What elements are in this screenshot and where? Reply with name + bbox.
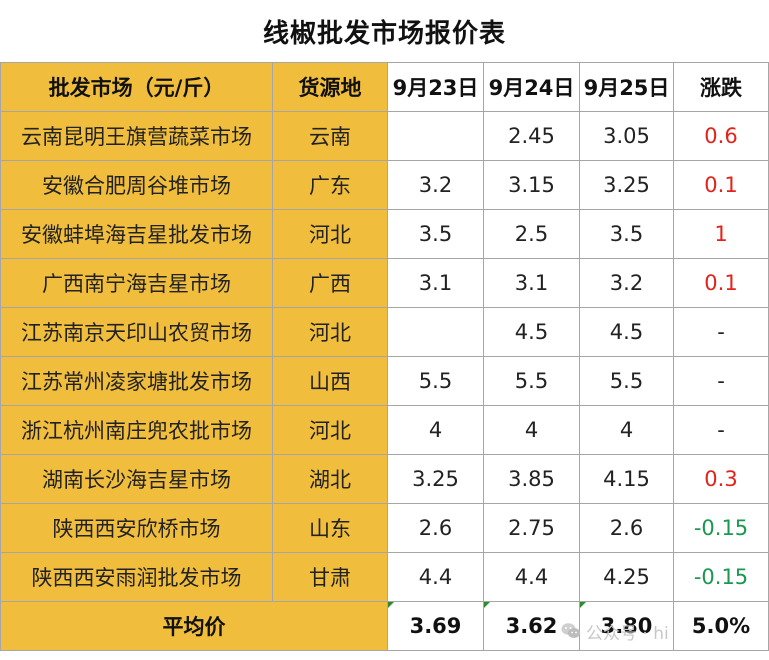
market-name-cell: 云南昆明王旗营蔬菜市场	[0, 111, 273, 161]
origin-cell: 广东	[272, 160, 388, 210]
price-sep25-cell: 3.25	[579, 160, 674, 210]
price-sep24-cell: 2.45	[483, 111, 580, 161]
header-row: 批发市场（元/斤） 货源地 9月23日 9月24日 9月25日 涨跌	[0, 62, 769, 112]
table-row: 浙江杭州南庄兜农批市场 河北 4 4 4-	[0, 405, 769, 455]
change-cell: 0.3	[673, 454, 769, 504]
change-cell: -	[673, 405, 769, 455]
table-row: 湖南长沙海吉星市场 湖北 3.25 3.85 4.15 0.3	[0, 454, 769, 504]
average-sep25: 3.80	[579, 601, 674, 651]
price-sep25-cell: 4	[579, 405, 674, 455]
col-header-sep25: 9月25日	[579, 62, 674, 112]
origin-cell: 山西	[272, 356, 388, 406]
price-sep23-cell: 5.5	[387, 356, 484, 406]
market-name-cell: 江苏常州凌家塘批发市场	[0, 356, 273, 406]
market-name-cell: 江苏南京天印山农贸市场	[0, 307, 273, 357]
table-row: 安徽蚌埠海吉星批发市场 河北 3.5 2.5 3.5 1	[0, 209, 769, 259]
price-sep23-cell: 4.4	[387, 552, 484, 602]
price-sep25-cell: 4.25	[579, 552, 674, 602]
price-table: 批发市场（元/斤） 货源地 9月23日 9月24日 9月25日 涨跌 云南昆明王…	[0, 62, 769, 651]
price-sep23-cell	[387, 307, 484, 357]
col-header-market: 批发市场（元/斤）	[0, 62, 273, 112]
table-row: 江苏南京天印山农贸市场 河北 4.5 4.5-	[0, 307, 769, 357]
price-sep23-cell: 3.2	[387, 160, 484, 210]
price-sep24-cell: 3.15	[483, 160, 580, 210]
price-sep24-cell: 4.4	[483, 552, 580, 602]
price-sep23-cell: 3.25	[387, 454, 484, 504]
price-sep25-cell: 4.15	[579, 454, 674, 504]
table-row: 广西南宁海吉星市场 广西 3.1 3.1 3.2 0.1	[0, 258, 769, 308]
col-header-origin: 货源地	[272, 62, 388, 112]
col-header-sep24: 9月24日	[483, 62, 580, 112]
price-sep25-cell: 2.6	[579, 503, 674, 553]
change-cell: -	[673, 356, 769, 406]
table-title: 线椒批发市场报价表	[262, 18, 506, 49]
price-sep25-cell: 5.5	[579, 356, 674, 406]
change-cell: -	[673, 307, 769, 357]
col-header-change: 涨跌	[673, 62, 769, 112]
average-label: 平均价	[0, 601, 388, 651]
price-sep23-cell: 3.5	[387, 209, 484, 259]
table-row: 江苏常州凌家塘批发市场 山西 5.5 5.5 5.5-	[0, 356, 769, 406]
origin-cell: 湖北	[272, 454, 388, 504]
average-change: 5.0%	[673, 601, 769, 651]
market-name-cell: 浙江杭州南庄兜农批市场	[0, 405, 273, 455]
price-sep24-cell: 4.5	[483, 307, 580, 357]
origin-cell: 山东	[272, 503, 388, 553]
change-cell: 0.6	[673, 111, 769, 161]
price-sep24-cell: 2.75	[483, 503, 580, 553]
origin-cell: 河北	[272, 307, 388, 357]
change-cell: 0.1	[673, 258, 769, 308]
market-name-cell: 广西南宁海吉星市场	[0, 258, 273, 308]
price-sep25-cell: 3.2	[579, 258, 674, 308]
origin-cell: 河北	[272, 405, 388, 455]
origin-cell: 河北	[272, 209, 388, 259]
market-name-cell: 湖南长沙海吉星市场	[0, 454, 273, 504]
origin-cell: 广西	[272, 258, 388, 308]
table-row: 安徽合肥周谷堆市场 广东 3.2 3.15 3.25 0.1	[0, 160, 769, 210]
table-row: 陕西西安雨润批发市场 甘肃 4.4 4.4 4.25 -0.15	[0, 552, 769, 602]
average-sep23: 3.69	[387, 601, 484, 651]
market-name-cell: 安徽蚌埠海吉星批发市场	[0, 209, 273, 259]
price-sep24-cell: 2.5	[483, 209, 580, 259]
table-row: 云南昆明王旗营蔬菜市场 云南 2.45 3.05 0.6	[0, 111, 769, 161]
price-sep24-cell: 3.1	[483, 258, 580, 308]
market-name-cell: 陕西西安雨润批发市场	[0, 552, 273, 602]
origin-cell: 甘肃	[272, 552, 388, 602]
change-cell: -0.15	[673, 503, 769, 553]
change-cell: 0.1	[673, 160, 769, 210]
price-sep25-cell: 4.5	[579, 307, 674, 357]
price-sep23-cell: 2.6	[387, 503, 484, 553]
change-cell: -0.15	[673, 552, 769, 602]
price-sep24-cell: 4	[483, 405, 580, 455]
price-sep25-cell: 3.5	[579, 209, 674, 259]
price-sep24-cell: 5.5	[483, 356, 580, 406]
table-row: 陕西西安欣桥市场 山东 2.6 2.75 2.6 -0.15	[0, 503, 769, 553]
price-sep25-cell: 3.05	[579, 111, 674, 161]
col-header-sep23: 9月23日	[387, 62, 484, 112]
market-name-cell: 安徽合肥周谷堆市场	[0, 160, 273, 210]
average-row: 平均价 3.69 3.62 3.80 5.0%	[0, 601, 769, 651]
price-sep23-cell	[387, 111, 484, 161]
market-name-cell: 陕西西安欣桥市场	[0, 503, 273, 553]
average-sep24: 3.62	[483, 601, 580, 651]
price-sep24-cell: 3.85	[483, 454, 580, 504]
origin-cell: 云南	[272, 111, 388, 161]
change-cell: 1	[673, 209, 769, 259]
price-sep23-cell: 4	[387, 405, 484, 455]
price-sep23-cell: 3.1	[387, 258, 484, 308]
